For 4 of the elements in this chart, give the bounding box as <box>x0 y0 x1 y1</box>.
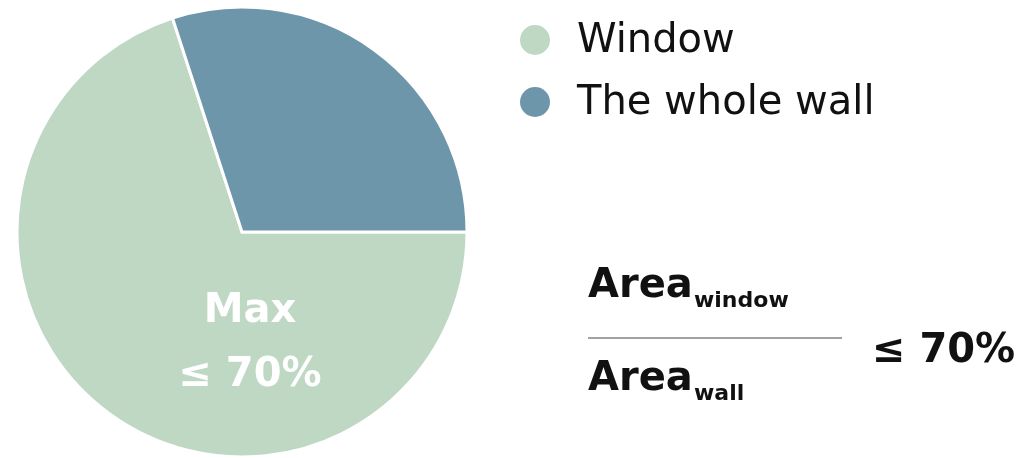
text: Max ≤ 70% <box>178 285 322 395</box>
text: ≤ 70% <box>872 325 1016 371</box>
legend-label: The whole wall <box>576 77 875 123</box>
legend-label: Window <box>577 15 735 61</box>
